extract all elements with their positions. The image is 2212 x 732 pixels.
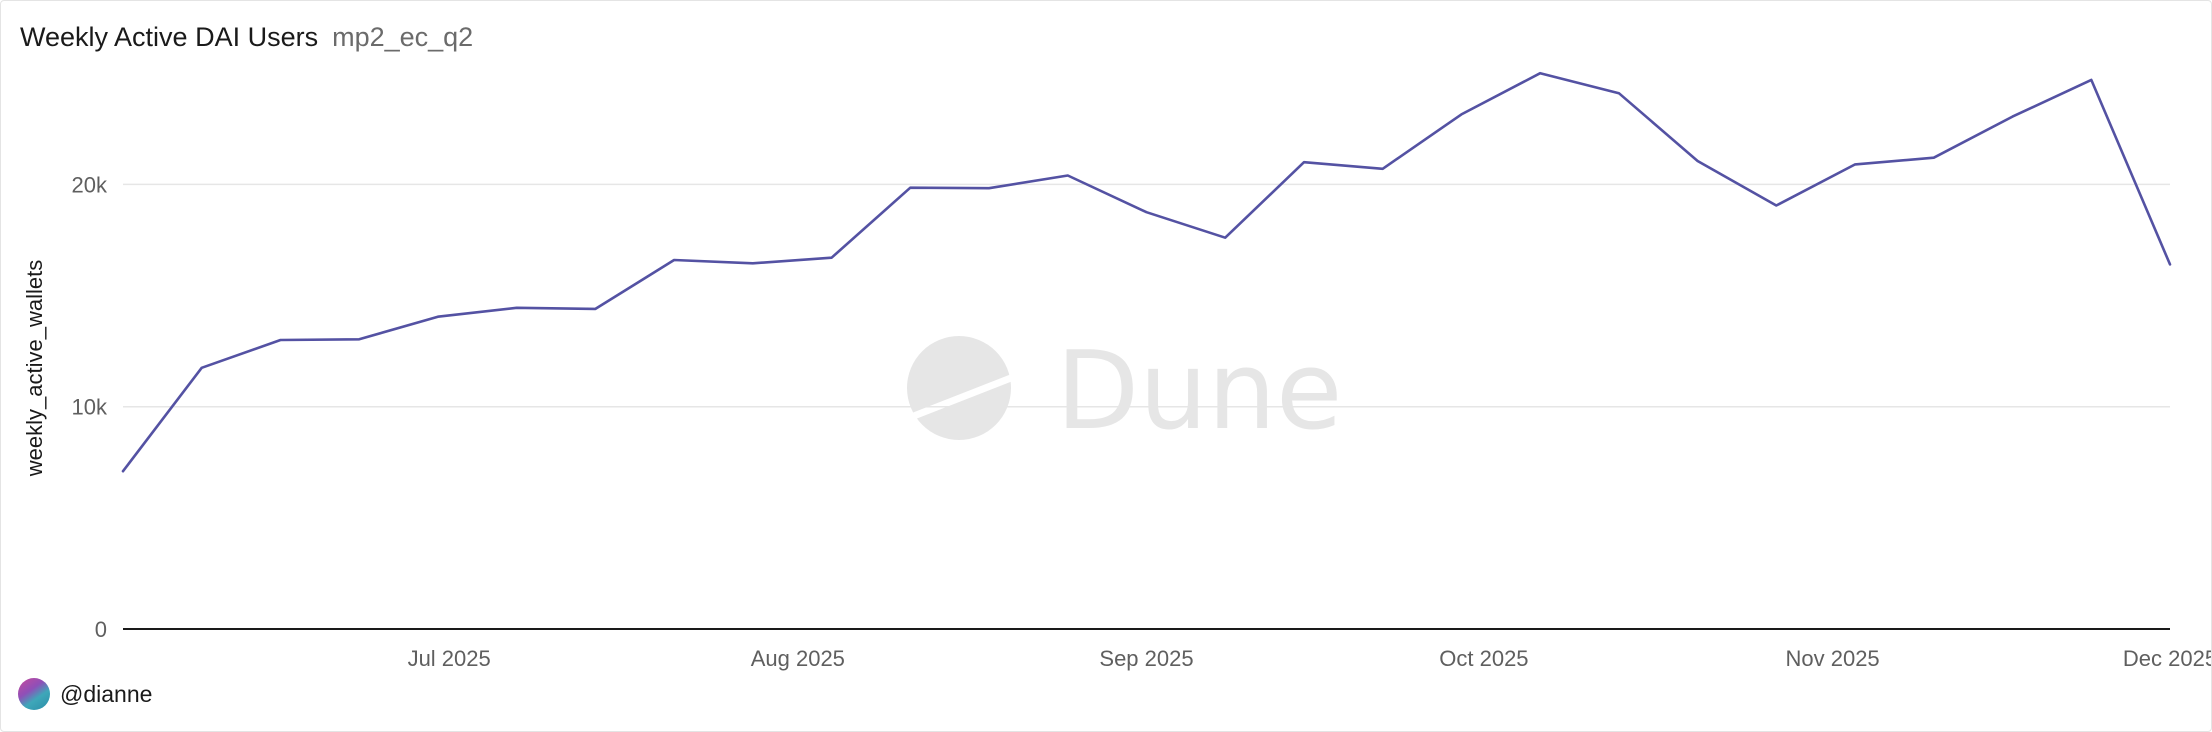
x-tick-label: Dec 2025 [2123,646,2211,671]
data-point[interactable] [1614,88,1624,98]
dune-watermark-text: Dune [1056,329,1343,454]
data-point[interactable] [1299,157,1309,167]
data-point[interactable] [827,253,837,263]
author-handle[interactable]: @dianne [60,680,153,707]
data-point[interactable] [669,255,679,265]
data-point[interactable] [197,363,207,373]
data-point[interactable] [1929,153,1939,163]
data-point[interactable] [1220,233,1230,243]
x-tick-label: Jul 2025 [408,646,491,671]
chart-header: Weekly Active DAI Users mp2_ec_q2 [20,22,473,53]
data-point[interactable] [2008,112,2018,122]
data-point[interactable] [118,466,128,476]
data-point[interactable] [984,183,994,193]
data-point[interactable] [1063,170,1073,180]
author-badge[interactable]: @dianne [18,678,152,710]
grid-lines [123,183,2170,408]
y-tick-label: 0 [95,617,107,642]
dune-logo-slash [899,372,1018,425]
data-point[interactable] [1456,109,1466,119]
data-point[interactable] [1378,164,1388,174]
x-axis-ticks: Jul 2025 Aug 2025 Sep 2025 Oct 2025 Nov 2025… [408,646,2211,671]
y-axis-ticks: 0 10k 20k [72,172,108,642]
data-point[interactable] [433,312,443,322]
data-point[interactable] [1693,156,1703,166]
y-tick-label: 20k [72,172,108,197]
y-tick-label: 10k [72,395,108,420]
data-point[interactable] [1142,207,1152,217]
data-point[interactable] [590,304,600,314]
dune-logo-icon [907,336,1011,440]
x-tick-label: Oct 2025 [1439,646,1528,671]
avatar[interactable] [18,678,50,710]
data-point[interactable] [512,303,522,313]
dune-watermark: Dune [899,329,1343,454]
data-point[interactable] [2165,259,2175,269]
series-group [118,68,2175,476]
data-point[interactable] [354,334,364,344]
series-line[interactable] [121,71,2172,473]
x-tick-label: Nov 2025 [1785,646,1879,671]
data-point[interactable] [2086,75,2096,85]
data-point[interactable] [1771,201,1781,211]
x-tick-label: Aug 2025 [751,646,845,671]
data-point[interactable] [1850,159,1860,169]
data-point[interactable] [905,183,915,193]
data-point[interactable] [1535,68,1545,78]
x-tick-label: Sep 2025 [1099,646,1193,671]
data-point[interactable] [275,335,285,345]
data-point[interactable] [748,258,758,268]
chart-title: Weekly Active DAI Users [20,22,319,52]
y-axis-title: weekly_active_wallets [22,260,47,477]
chart-subtitle: mp2_ec_q2 [332,22,474,52]
